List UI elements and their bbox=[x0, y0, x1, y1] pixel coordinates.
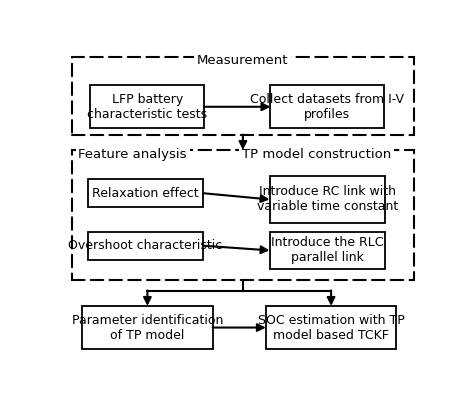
Text: LFP battery
characteristic tests: LFP battery characteristic tests bbox=[87, 93, 208, 121]
Text: SOC estimation with TP
model based TCKF: SOC estimation with TP model based TCKF bbox=[258, 314, 404, 342]
Bar bbox=[271, 85, 384, 128]
Text: Measurement: Measurement bbox=[197, 54, 289, 67]
Text: Collect datasets from I-V
profiles: Collect datasets from I-V profiles bbox=[250, 93, 404, 121]
Text: TP model construction: TP model construction bbox=[242, 148, 391, 161]
Bar bbox=[88, 179, 203, 207]
Bar bbox=[270, 176, 385, 223]
Bar bbox=[91, 85, 204, 128]
Bar bbox=[270, 232, 385, 269]
Text: Introduce the RLC
parallel link: Introduce the RLC parallel link bbox=[271, 236, 383, 264]
Text: Introduce RC link with
variable time constant: Introduce RC link with variable time con… bbox=[257, 185, 398, 213]
Bar bbox=[72, 57, 414, 135]
Text: Overshoot characteristic: Overshoot characteristic bbox=[68, 239, 223, 252]
Bar bbox=[266, 306, 396, 349]
Bar bbox=[88, 232, 203, 259]
Bar bbox=[82, 306, 213, 349]
Text: Parameter identification
of TP model: Parameter identification of TP model bbox=[72, 314, 223, 342]
Bar bbox=[72, 150, 414, 280]
Text: Feature analysis: Feature analysis bbox=[79, 148, 187, 161]
Text: Relaxation effect: Relaxation effect bbox=[92, 187, 199, 200]
